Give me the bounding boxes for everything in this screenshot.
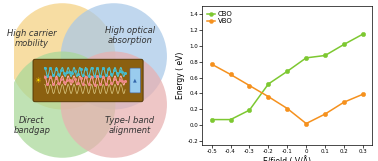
Point [94, 75, 100, 78]
Legend: CBO, VBO: CBO, VBO [206, 10, 234, 26]
Point [77, 77, 84, 79]
CBO [209, 119, 214, 121]
Point [100, 67, 106, 70]
CBO [228, 119, 233, 121]
Text: High optical
absorption: High optical absorption [105, 26, 155, 45]
Point [105, 68, 112, 70]
CBO [247, 109, 252, 111]
FancyBboxPatch shape [33, 59, 143, 102]
Point [108, 73, 114, 76]
Circle shape [9, 3, 115, 109]
VBO [247, 85, 252, 86]
Point [122, 71, 128, 74]
Point [114, 80, 120, 83]
Point [56, 73, 62, 76]
CBO [323, 55, 327, 57]
Point [97, 83, 103, 86]
CBO [342, 43, 346, 45]
Point [116, 79, 122, 81]
Text: ▲: ▲ [133, 77, 137, 82]
Point [42, 75, 48, 78]
Text: Direct
bandgap: Direct bandgap [13, 116, 50, 135]
Point [86, 74, 92, 77]
VBO [323, 113, 327, 115]
VBO [361, 93, 365, 95]
Point [53, 76, 59, 79]
Point [42, 67, 48, 69]
Point [50, 82, 56, 85]
Point [53, 68, 59, 71]
Point [116, 70, 122, 73]
Point [83, 76, 89, 78]
VBO [285, 108, 290, 109]
Point [97, 75, 103, 77]
CBO [266, 83, 271, 85]
Circle shape [61, 52, 167, 158]
VBO [266, 96, 271, 98]
Point [114, 72, 120, 75]
Text: Type-I band
alignment: Type-I band alignment [105, 116, 155, 135]
Point [100, 76, 106, 78]
Text: High carrier
mobility: High carrier mobility [7, 29, 57, 48]
Circle shape [61, 3, 167, 109]
Point [81, 82, 87, 85]
Text: ☀: ☀ [35, 76, 42, 85]
Circle shape [9, 52, 115, 158]
Point [103, 74, 109, 77]
Point [119, 71, 125, 73]
Point [69, 80, 75, 83]
Point [89, 67, 95, 69]
Point [72, 69, 78, 72]
Point [61, 72, 67, 74]
Point [67, 79, 73, 82]
Point [105, 76, 112, 79]
Point [44, 83, 50, 86]
Point [81, 74, 87, 76]
Point [50, 74, 56, 76]
Point [47, 76, 53, 78]
Point [77, 68, 84, 71]
Point [119, 79, 125, 82]
Point [72, 78, 78, 80]
Point [91, 83, 98, 86]
Point [67, 71, 73, 73]
Point [64, 79, 70, 81]
Point [64, 70, 70, 73]
Point [86, 83, 92, 85]
Point [58, 69, 64, 72]
VBO [342, 101, 346, 103]
Point [75, 73, 81, 75]
Point [47, 67, 53, 70]
Point [56, 81, 62, 84]
Point [69, 71, 75, 74]
VBO [228, 74, 233, 76]
FancyBboxPatch shape [130, 68, 140, 93]
CBO [304, 57, 308, 59]
Point [111, 69, 117, 71]
Point [58, 77, 64, 80]
VBO [209, 63, 214, 65]
Y-axis label: Energy ( eV): Energy ( eV) [176, 52, 185, 99]
VBO [304, 123, 308, 124]
Point [61, 80, 67, 83]
Point [75, 81, 81, 84]
Point [103, 83, 109, 85]
Point [89, 75, 95, 78]
Point [94, 67, 100, 69]
CBO [285, 70, 290, 72]
Point [122, 80, 128, 82]
Point [83, 67, 89, 70]
CBO [361, 33, 365, 35]
Point [108, 82, 114, 84]
Point [44, 75, 50, 77]
Point [111, 77, 117, 80]
Line: CBO: CBO [209, 32, 365, 122]
X-axis label: E/field ( V/Å): E/field ( V/Å) [263, 156, 311, 161]
Line: VBO: VBO [209, 62, 365, 126]
Point [91, 75, 98, 77]
